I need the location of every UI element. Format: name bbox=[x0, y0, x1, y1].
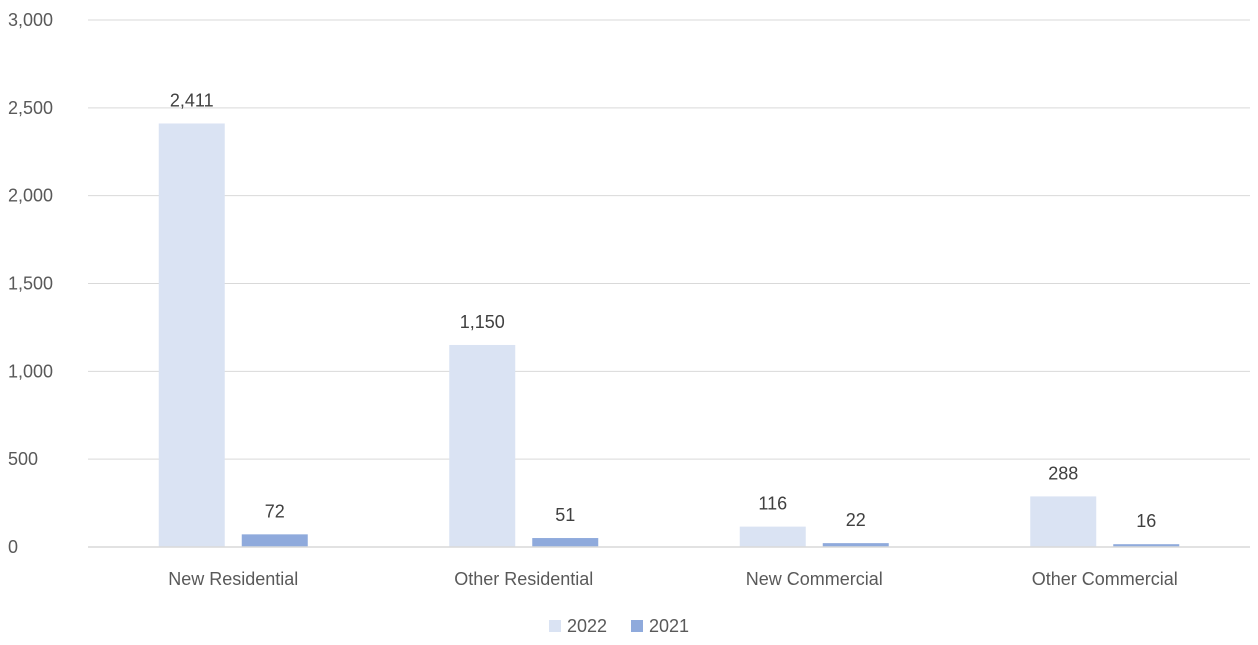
bar-2021-2 bbox=[822, 543, 889, 547]
data-label: 116 bbox=[758, 494, 787, 514]
bar-2021-1 bbox=[532, 538, 599, 547]
bar-2022-1 bbox=[449, 344, 516, 547]
data-labels: 2,411 72 1,150 51 116 22 288 16 bbox=[170, 90, 1156, 531]
x-category-label: New Residential bbox=[168, 569, 298, 589]
y-tick-label: 3,000 bbox=[8, 10, 53, 30]
x-axis: New Residential Other Residential New Comm… bbox=[88, 546, 1250, 589]
y-tick-label: 2,500 bbox=[8, 98, 53, 118]
legend: 2022 2021 bbox=[549, 616, 689, 636]
x-category-label: Other Residential bbox=[454, 569, 593, 589]
y-tick-label: 2,000 bbox=[8, 186, 53, 206]
data-label: 1,150 bbox=[460, 312, 505, 332]
data-label: 288 bbox=[1048, 463, 1078, 483]
bar-2022-3 bbox=[1030, 496, 1097, 547]
bars bbox=[158, 123, 1180, 548]
legend-label: 2022 bbox=[567, 616, 607, 636]
y-tick-label: 1,500 bbox=[8, 274, 53, 294]
data-label: 22 bbox=[846, 510, 866, 530]
y-tick-label: 500 bbox=[8, 449, 38, 469]
legend-label: 2021 bbox=[649, 616, 689, 636]
legend-swatch-2021 bbox=[631, 620, 643, 632]
gridlines bbox=[88, 19, 1250, 548]
y-tick-label: 1,000 bbox=[8, 361, 53, 381]
data-label: 72 bbox=[265, 501, 285, 521]
y-tick-label: 0 bbox=[8, 537, 18, 557]
bar-2021-3 bbox=[1113, 544, 1180, 547]
bar-2021-0 bbox=[241, 534, 308, 547]
data-label: 51 bbox=[555, 505, 575, 525]
y-axis: 0 500 1,000 1,500 2,000 2,500 3,000 bbox=[8, 10, 53, 557]
data-label: 2,411 bbox=[170, 90, 214, 110]
bar-2022-2 bbox=[739, 526, 806, 547]
bar-2022-0 bbox=[158, 123, 225, 548]
data-label: 16 bbox=[1136, 511, 1156, 531]
x-category-label: Other Commercial bbox=[1032, 569, 1178, 589]
x-category-label: New Commercial bbox=[746, 569, 883, 589]
legend-swatch-2022 bbox=[549, 620, 561, 632]
